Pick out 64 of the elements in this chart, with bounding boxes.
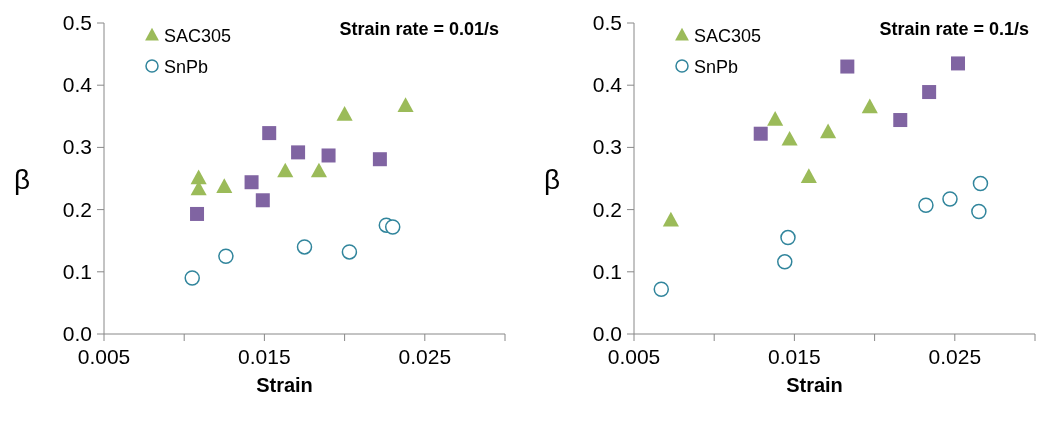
- point: [218, 248, 234, 264]
- x-axis-title: Strain: [786, 374, 843, 396]
- point: [972, 175, 989, 192]
- point: [372, 152, 387, 167]
- point: [397, 97, 414, 113]
- legend-label: SAC305: [694, 26, 762, 46]
- point: [840, 59, 855, 74]
- point: [800, 168, 817, 183]
- y-tick-label: 0.2: [592, 197, 622, 221]
- x-tick-label: 0.005: [607, 345, 661, 368]
- point: [922, 85, 937, 100]
- y-tick-label: 0.2: [62, 197, 92, 221]
- y-tick-label: 0.1: [62, 259, 92, 283]
- point: [951, 56, 966, 71]
- point: [184, 270, 200, 286]
- x-tick-label: 0.025: [398, 345, 452, 368]
- point: [277, 162, 294, 178]
- point: [190, 169, 207, 185]
- x-tick-label: 0.025: [928, 345, 982, 368]
- point: [918, 197, 934, 213]
- point: [861, 98, 878, 114]
- point: [653, 281, 670, 297]
- y-tick-label: 0.5: [62, 11, 92, 34]
- point: [971, 203, 987, 220]
- y-tick-label: 0.1: [592, 259, 622, 283]
- point: [296, 239, 313, 255]
- point: [216, 178, 233, 193]
- y-axis-title: β: [543, 163, 561, 195]
- y-tick-label: 0.0: [592, 322, 622, 345]
- point: [384, 219, 401, 235]
- point: [336, 106, 353, 121]
- point: [820, 123, 837, 139]
- point: [780, 229, 796, 246]
- x-tick-label: 0.005: [77, 345, 131, 368]
- chart-title: Strain rate = 0.1/s: [879, 19, 1029, 39]
- point: [190, 206, 205, 221]
- legend-label: SAC305: [164, 26, 232, 46]
- point: [767, 111, 784, 126]
- point: [893, 113, 908, 128]
- point: [244, 175, 259, 190]
- point: [310, 162, 327, 178]
- point: [777, 254, 793, 270]
- point: [662, 211, 679, 227]
- point: [781, 130, 798, 146]
- point: [321, 148, 336, 163]
- x-tick-label: 0.015: [768, 345, 821, 368]
- y-tick-label: 0.4: [62, 73, 93, 97]
- point: [291, 145, 306, 160]
- point: [255, 193, 270, 208]
- point: [341, 244, 358, 260]
- point: [262, 126, 277, 141]
- y-tick-label: 0.3: [62, 135, 92, 159]
- y-axis-title: β: [13, 163, 31, 195]
- x-tick-label: 0.015: [238, 345, 291, 368]
- point: [942, 191, 958, 207]
- legend-label: SnPb: [694, 57, 739, 77]
- chart-title: Strain rate = 0.01/s: [339, 19, 499, 39]
- x-axis-title: Strain: [256, 374, 313, 396]
- y-tick-label: 0.4: [592, 73, 623, 97]
- y-tick-label: 0.5: [592, 11, 622, 34]
- y-tick-label: 0.0: [62, 322, 92, 345]
- y-tick-label: 0.3: [592, 135, 622, 159]
- point: [753, 126, 768, 141]
- legend-label: SnPb: [164, 57, 209, 77]
